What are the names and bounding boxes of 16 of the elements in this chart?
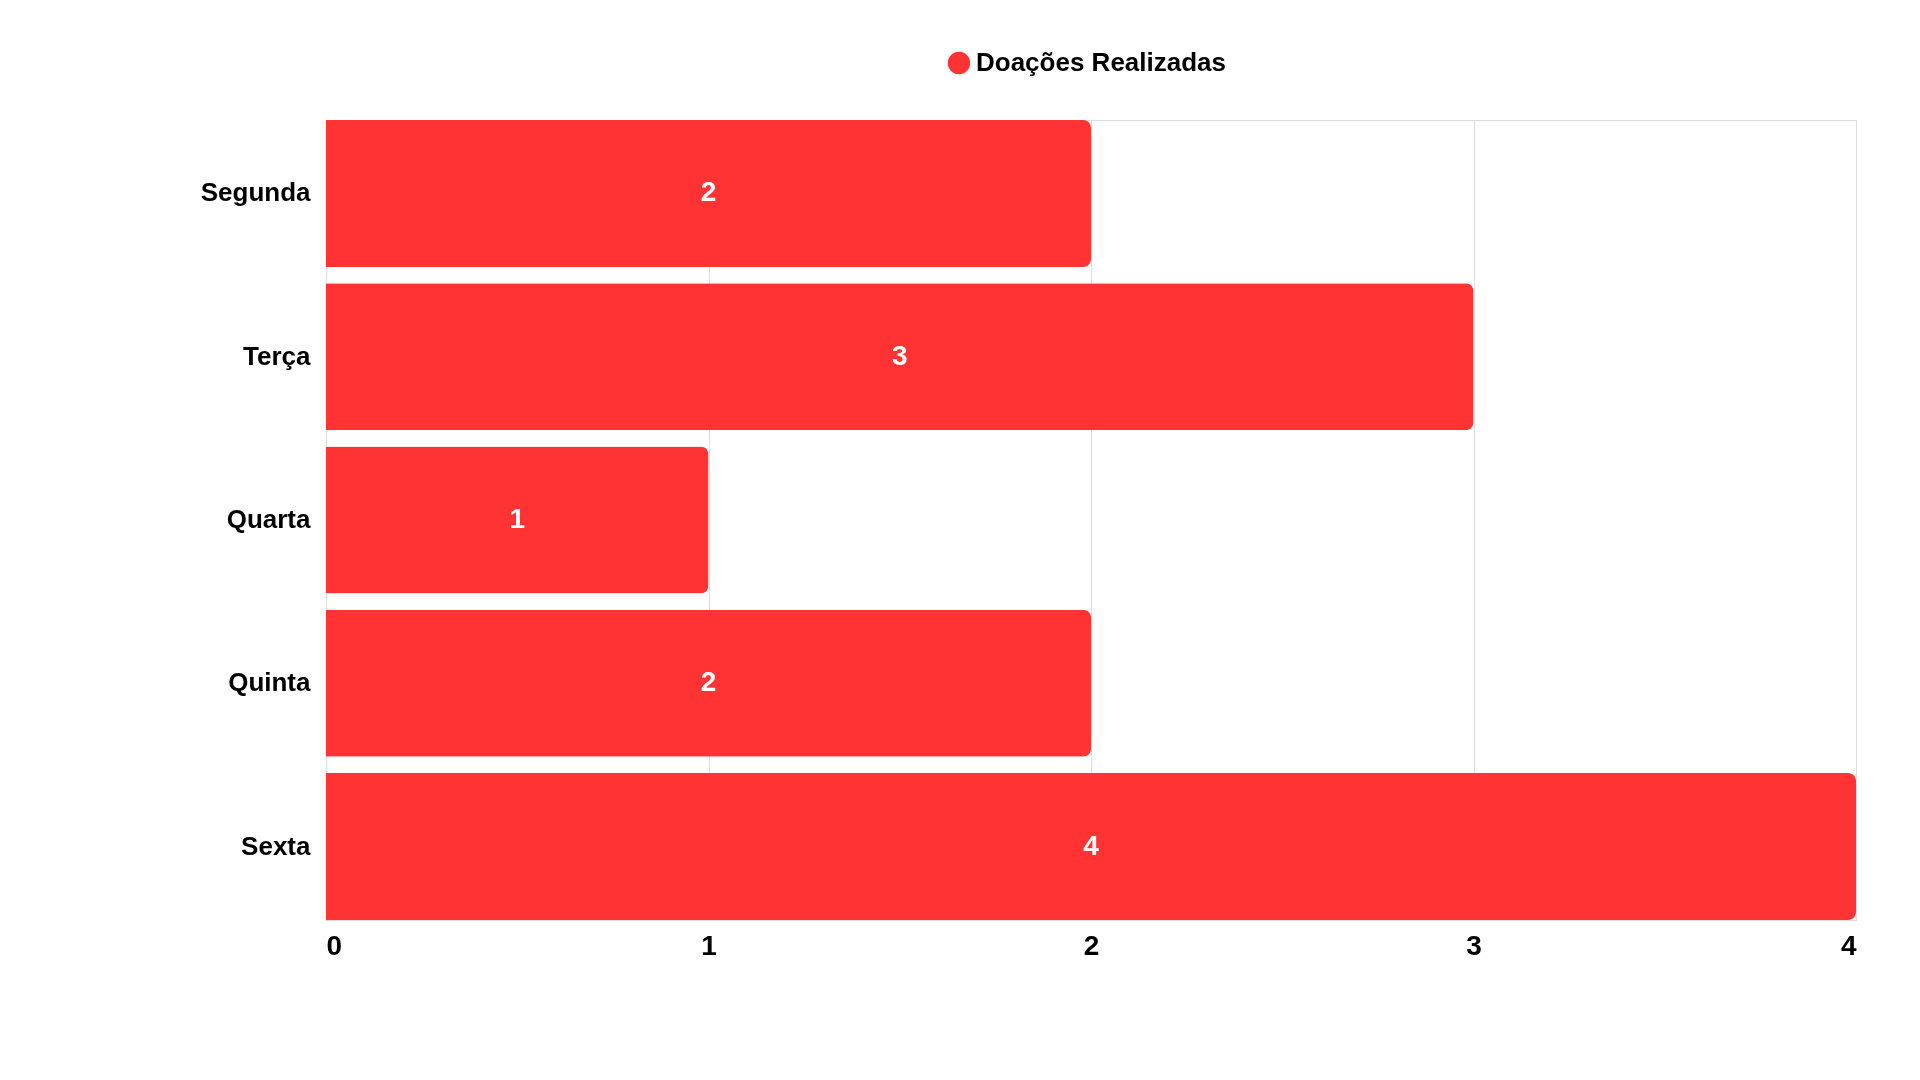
y-tick-label: Segunda bbox=[200, 177, 312, 208]
y-tick-label: Sexta bbox=[241, 830, 312, 861]
x-tick-label: 2 bbox=[1083, 929, 1100, 961]
legend-label: Doações Realizadas bbox=[976, 47, 1227, 77]
data-label: 2 bbox=[700, 176, 717, 208]
y-tick-label: Quinta bbox=[228, 667, 312, 698]
x-tick-label: 0 bbox=[326, 929, 343, 961]
data-label: 2 bbox=[700, 666, 717, 698]
y-tick-label: Quarta bbox=[226, 504, 312, 534]
x-tick-label: 3 bbox=[1466, 929, 1482, 961]
x-tick-label: 1 bbox=[701, 929, 717, 961]
data-label: 1 bbox=[509, 503, 526, 534]
x-tick-label: 4 bbox=[1840, 929, 1857, 961]
data-label: 4 bbox=[1083, 829, 1100, 861]
y-tick-label: Terça bbox=[243, 340, 312, 371]
data-label: 3 bbox=[891, 339, 908, 371]
